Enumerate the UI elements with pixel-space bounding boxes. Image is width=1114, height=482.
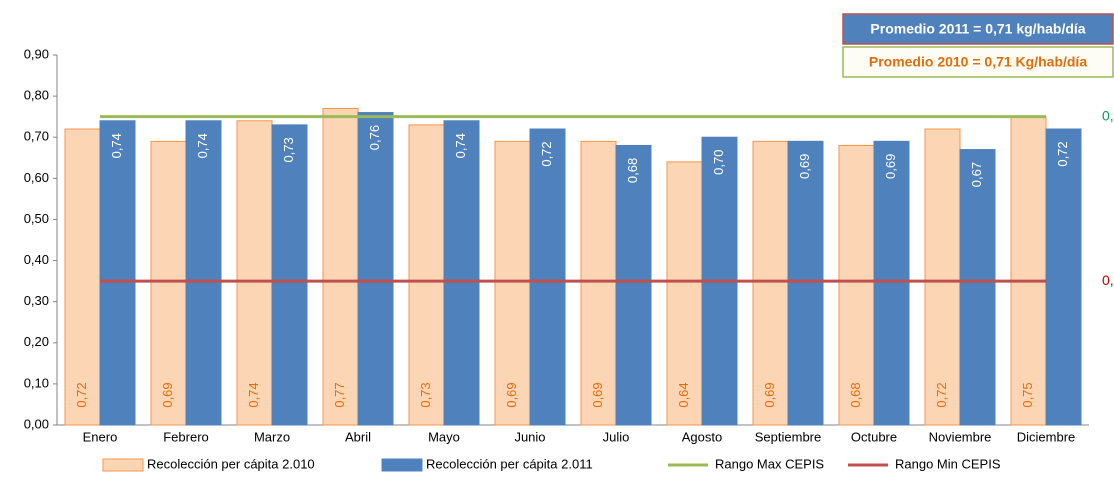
bar bbox=[185, 120, 222, 426]
value-label: 0,73 bbox=[418, 382, 433, 407]
bar bbox=[752, 140, 789, 426]
y-tick-label: 0,40 bbox=[24, 252, 49, 267]
bar bbox=[64, 128, 101, 426]
value-label: 0,64 bbox=[676, 382, 691, 407]
value-label: 0,75 bbox=[1020, 382, 1035, 407]
bar bbox=[357, 112, 394, 426]
bar bbox=[959, 149, 996, 426]
reference-label: 0,75 bbox=[1102, 107, 1114, 123]
y-tick-label: 0,60 bbox=[24, 170, 49, 185]
bar bbox=[924, 128, 961, 426]
bar bbox=[873, 140, 910, 426]
legend-label: Rango Max CEPIS bbox=[715, 456, 824, 471]
x-tick-label: Noviembre bbox=[929, 429, 992, 444]
annotation: Promedio 2011 = 0,71 kg/hab/día bbox=[870, 21, 1085, 37]
value-label: 0,74 bbox=[195, 133, 210, 158]
y-tick-label: 0,10 bbox=[24, 375, 49, 390]
bar bbox=[1045, 128, 1082, 426]
value-label: 0,74 bbox=[453, 133, 468, 158]
x-tick-label: Febrero bbox=[163, 429, 209, 444]
value-label: 0,70 bbox=[711, 150, 726, 175]
value-label: 0,72 bbox=[539, 141, 554, 166]
reference-label: 0,35 bbox=[1102, 272, 1114, 288]
y-tick-label: 0,70 bbox=[24, 129, 49, 144]
y-tick-label: 0,00 bbox=[24, 416, 49, 431]
x-tick-label: Junio bbox=[514, 429, 545, 444]
value-label: 0,77 bbox=[332, 382, 347, 407]
x-tick-label: Julio bbox=[603, 429, 630, 444]
legend-swatch bbox=[102, 458, 144, 472]
bar bbox=[99, 120, 136, 426]
y-tick-label: 0,30 bbox=[24, 293, 49, 308]
value-label: 0,74 bbox=[109, 133, 124, 158]
value-label: 0,68 bbox=[848, 382, 863, 407]
y-tick-label: 0,80 bbox=[24, 88, 49, 103]
y-tick-label: 0,90 bbox=[24, 46, 49, 61]
bar bbox=[615, 144, 652, 426]
legend-swatch bbox=[381, 458, 423, 472]
legend-label: Recolección per cápita 2.011 bbox=[426, 456, 593, 471]
value-label: 0,72 bbox=[74, 382, 89, 407]
x-tick-label: Abril bbox=[345, 429, 371, 444]
value-label: 0,69 bbox=[883, 154, 898, 179]
value-label: 0,74 bbox=[246, 382, 261, 407]
value-label: 0,69 bbox=[762, 382, 777, 407]
bar bbox=[838, 144, 875, 426]
bar bbox=[271, 124, 308, 426]
y-tick-label: 0,20 bbox=[24, 334, 49, 349]
x-tick-label: Septiembre bbox=[755, 429, 821, 444]
x-tick-label: Enero bbox=[83, 429, 118, 444]
value-label: 0,69 bbox=[160, 382, 175, 407]
x-tick-label: Octubre bbox=[851, 429, 897, 444]
bar bbox=[150, 140, 187, 426]
value-label: 0,72 bbox=[934, 382, 949, 407]
x-tick-label: Diciembre bbox=[1017, 429, 1076, 444]
value-label: 0,72 bbox=[1055, 141, 1070, 166]
bar bbox=[787, 140, 824, 426]
bar bbox=[408, 124, 445, 426]
bar bbox=[666, 161, 703, 426]
y-tick-label: 0,50 bbox=[24, 211, 49, 226]
value-label: 0,69 bbox=[504, 382, 519, 407]
x-tick-label: Marzo bbox=[254, 429, 290, 444]
annotation-box bbox=[842, 46, 1114, 78]
annotation: Promedio 2010 = 0,71 Kg/hab/día bbox=[869, 54, 1087, 70]
x-tick-label: Agosto bbox=[682, 429, 722, 444]
value-label: 0,68 bbox=[625, 158, 640, 183]
annotation-box bbox=[842, 13, 1114, 45]
legend-label: Recolección per cápita 2.010 bbox=[147, 456, 315, 471]
value-label: 0,73 bbox=[281, 137, 296, 162]
value-label: 0,69 bbox=[797, 154, 812, 179]
bar bbox=[494, 140, 531, 426]
bar bbox=[529, 128, 566, 426]
bar bbox=[580, 140, 617, 426]
bar bbox=[1010, 116, 1047, 426]
bar bbox=[236, 120, 273, 426]
x-tick-label: Mayo bbox=[428, 429, 460, 444]
value-label: 0,67 bbox=[969, 162, 984, 187]
bar bbox=[322, 107, 359, 426]
value-label: 0,76 bbox=[367, 125, 382, 150]
legend-label: Rango Min CEPIS bbox=[895, 456, 1001, 471]
value-label: 0,69 bbox=[590, 382, 605, 407]
bar bbox=[443, 120, 480, 426]
